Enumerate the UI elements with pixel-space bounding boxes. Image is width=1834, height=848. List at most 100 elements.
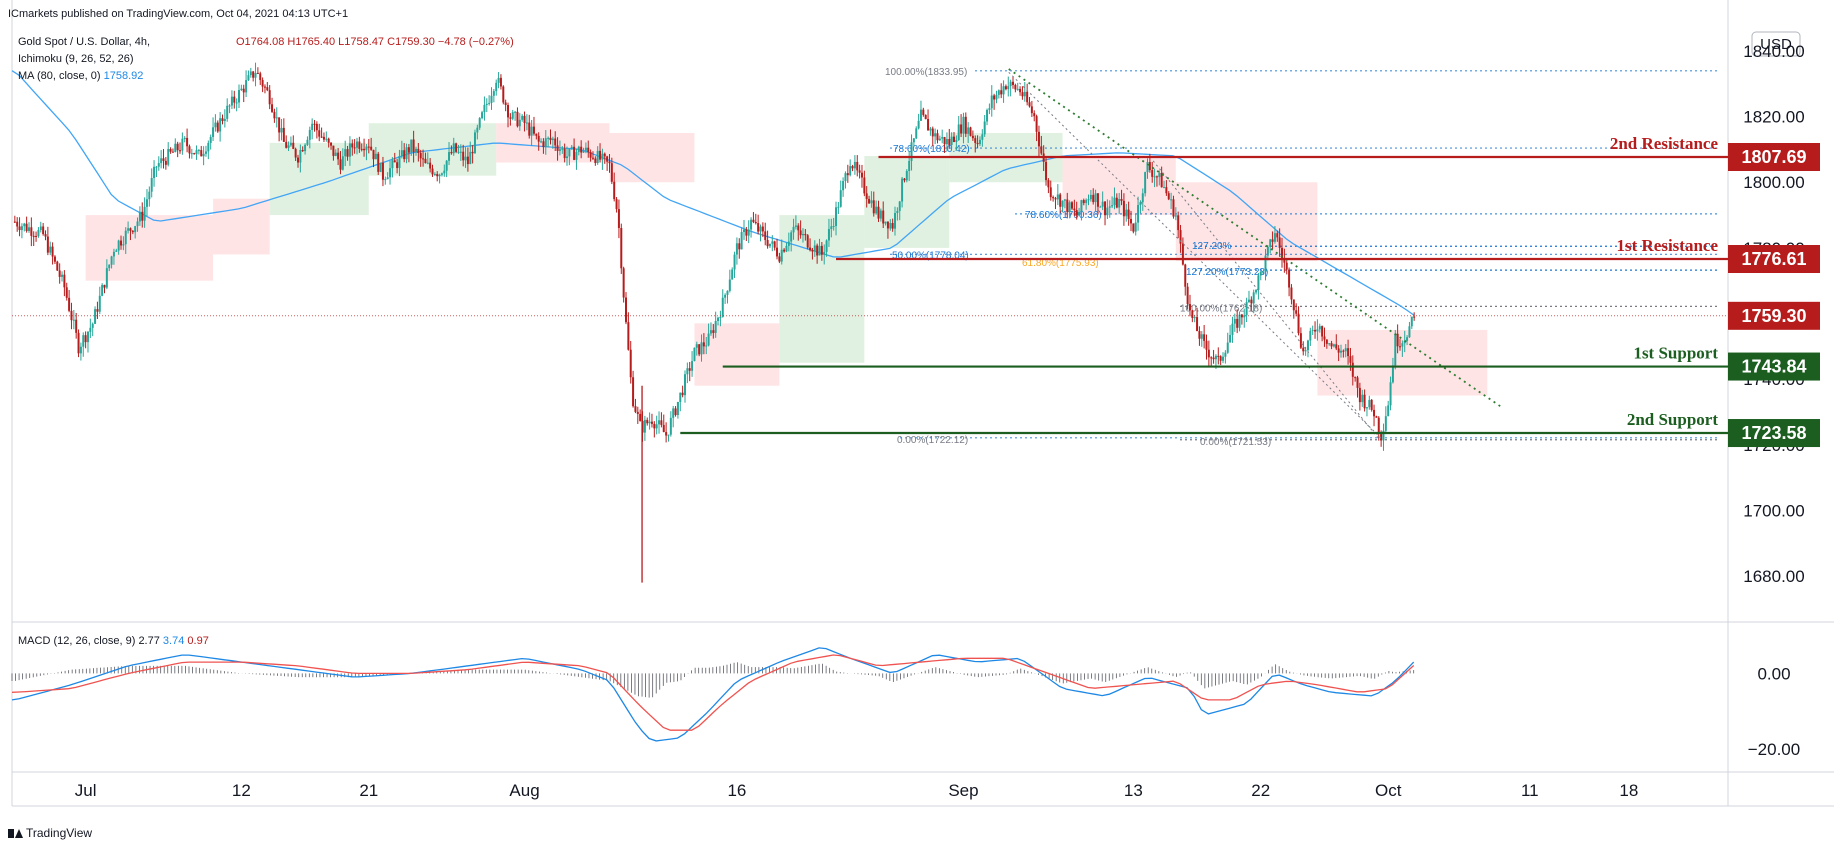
candle-body: [238, 90, 241, 103]
candle-body: [1023, 91, 1026, 97]
time-tick-label: Aug: [509, 781, 539, 800]
candle-body: [856, 161, 859, 171]
fib-label: 0.00%(1722.12): [897, 435, 968, 446]
candle-body: [1059, 194, 1062, 207]
candle-body: [551, 138, 554, 141]
candle-body: [577, 146, 580, 153]
candle-body: [523, 115, 526, 124]
level-price-label: 1776.61: [1741, 249, 1806, 269]
candle-body: [1170, 199, 1173, 201]
candle-body: [391, 160, 394, 169]
candle-body: [1243, 315, 1246, 318]
candle-body: [351, 143, 354, 148]
candle-body: [780, 249, 783, 262]
published-note: ICmarkets published on TradingView.com, …: [8, 8, 349, 20]
candle-body: [1325, 339, 1328, 344]
candle-body: [499, 77, 502, 87]
candle-body: [943, 137, 946, 145]
candle-body: [79, 346, 82, 354]
candle-body: [452, 143, 455, 154]
candle-body: [492, 91, 495, 96]
macd-legend[interactable]: MACD (12, 26, close, 9): [18, 635, 136, 647]
candle-body: [124, 230, 127, 245]
candle-body: [504, 102, 507, 105]
candle-body: [1262, 271, 1265, 273]
candle-body: [1188, 304, 1191, 311]
candle-body: [650, 421, 653, 424]
candle-body: [445, 160, 448, 171]
candle-body: [740, 232, 743, 250]
candle-body: [32, 235, 35, 237]
candle-body: [594, 158, 597, 163]
candle-body: [1054, 198, 1057, 200]
candle-body: [752, 219, 755, 222]
price-tick-label: 1840.00: [1743, 42, 1804, 61]
fib-ext-label: 127.20%(1773.23): [1186, 267, 1268, 278]
candle-body: [27, 227, 30, 232]
candle-body: [228, 105, 231, 107]
candle-body: [150, 178, 153, 192]
time-tick-label: 18: [1619, 781, 1638, 800]
candle-body: [589, 152, 592, 158]
candle-body: [646, 419, 649, 424]
candle-body: [731, 269, 734, 280]
candle-body: [360, 148, 363, 150]
candle-body: [957, 124, 960, 140]
candle-body: [698, 344, 701, 355]
candle-body: [653, 423, 656, 429]
candle-body: [424, 158, 427, 164]
candle-body: [853, 161, 856, 169]
candle-body: [929, 128, 932, 131]
candle-body: [1099, 206, 1102, 208]
candle-body: [1328, 343, 1331, 345]
ichimoku-legend[interactable]: Ichimoku (9, 26, 52, 26): [18, 53, 134, 65]
fib-label: 78.60%(1810.42): [893, 144, 970, 155]
candle-body: [181, 138, 184, 151]
candle-body: [738, 243, 741, 250]
candle-body: [1040, 146, 1043, 154]
candle-body: [174, 143, 177, 153]
candle-body: [1387, 405, 1390, 417]
candle-body: [757, 223, 760, 232]
candle-body: [1309, 330, 1312, 341]
candle-body: [155, 166, 158, 168]
candle-body: [1356, 377, 1359, 388]
candle-body: [735, 243, 738, 255]
candle-body: [806, 235, 809, 248]
candle-body: [990, 95, 993, 109]
candle-body: [266, 87, 269, 91]
candle-body: [1163, 187, 1166, 189]
candle-body: [393, 160, 396, 163]
candle-body: [707, 333, 710, 346]
candle-body: [153, 166, 156, 179]
candle-body: [542, 141, 545, 148]
ma-legend[interactable]: MA (80, close, 0): [18, 70, 101, 82]
candle-body: [1177, 215, 1180, 231]
candle-body: [403, 150, 406, 160]
candle-body: [938, 138, 941, 141]
candle-body: [122, 244, 125, 246]
candle-body: [332, 145, 335, 156]
candle-body: [1408, 326, 1411, 338]
tradingview-logo[interactable]: TradingView: [8, 826, 92, 840]
candle-body: [386, 177, 389, 180]
candle-body: [459, 151, 462, 153]
candle-body: [1250, 299, 1253, 304]
macd-signal-value: 3.74: [162, 635, 185, 647]
time-tick-label: 16: [727, 781, 746, 800]
symbol-title[interactable]: Gold Spot / U.S. Dollar, 4h,: [18, 36, 151, 48]
candle-body: [1413, 316, 1416, 318]
candle-body: [56, 261, 59, 271]
candle-body: [256, 72, 259, 74]
candle-body: [160, 158, 163, 164]
candle-body: [1101, 201, 1104, 207]
candle-body: [580, 146, 583, 153]
candle-body: [1009, 81, 1012, 87]
candle-body: [785, 245, 788, 252]
level-price-label: 1807.69: [1741, 147, 1806, 167]
candle-body: [724, 294, 727, 298]
candle-body: [830, 226, 833, 230]
candle-body: [1288, 269, 1291, 288]
level-price-tag: [1728, 143, 1820, 172]
